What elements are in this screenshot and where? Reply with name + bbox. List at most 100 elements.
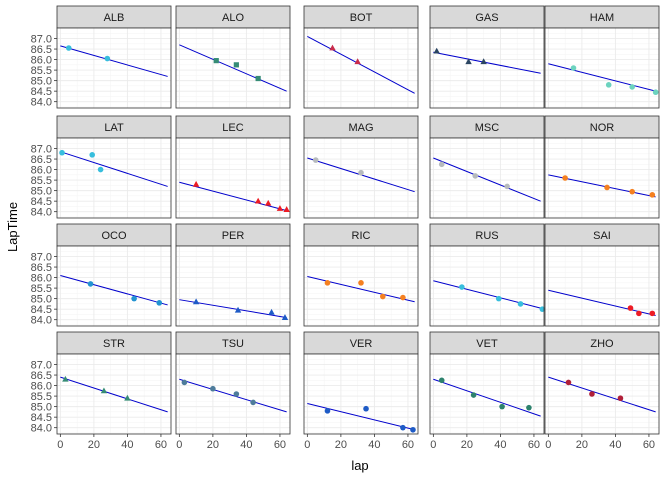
trend-line: [307, 402, 415, 431]
panel-background: [176, 354, 290, 434]
panel-border: [429, 353, 545, 435]
trend-line: [433, 157, 541, 202]
panel-border: [429, 137, 545, 219]
panel-background: [545, 28, 659, 108]
data-point: [265, 199, 272, 206]
panel-border: [544, 27, 660, 109]
data-point: [250, 399, 256, 406]
data-point: [604, 184, 610, 191]
facet-strip-label: VER: [350, 338, 373, 350]
data-point: [97, 166, 104, 173]
y-tick-label: 84.0: [31, 423, 52, 435]
facet-strip-label: ALB: [104, 12, 125, 24]
panel-background: [304, 28, 418, 108]
facet-strip-label: SAI: [593, 230, 611, 242]
data-point: [234, 306, 242, 313]
data-point: [495, 295, 502, 302]
data-point: [104, 55, 111, 62]
facet-panel-ver: VER 0 20 40 60: [303, 331, 419, 451]
x-tick-label: 0: [430, 439, 436, 451]
facet-panel-zho: ZHO 0 20 40 60: [544, 331, 660, 451]
x-tick-label: 60: [274, 439, 286, 451]
facet-panel-mag: MAG: [303, 115, 419, 219]
trend-line: [60, 274, 168, 306]
facet-panel-lec: LEC: [175, 115, 291, 219]
panel-border: [56, 27, 172, 109]
x-tick-label: 40: [494, 439, 506, 451]
data-point: [329, 44, 336, 51]
facet-strip-label: ZHO: [590, 338, 614, 350]
facet-panel-nor: NOR: [544, 115, 660, 219]
x-tick-label: 20: [461, 439, 473, 451]
trend-line: [60, 151, 168, 187]
y-tick-label: 86.5: [31, 370, 52, 382]
facet-panel-vet: VET 0 20 40 60: [429, 331, 545, 451]
facet-panel-sai: SAI: [544, 223, 660, 327]
y-tick-label: 85.0: [31, 76, 52, 88]
data-point: [480, 58, 487, 65]
data-point: [283, 206, 290, 212]
panel-background: [430, 28, 544, 108]
panel-background: [57, 354, 171, 434]
panel-background: [304, 354, 418, 434]
facet-strip-label: STR: [103, 338, 125, 350]
facet-panel-alb: ALB 84.084.585.085.586.086.587.0: [31, 5, 172, 109]
facet-strip-label: TSU: [222, 338, 244, 350]
facet-panel-ham: HAM: [544, 5, 660, 109]
data-point: [281, 314, 289, 320]
y-tick-label: 85.5: [31, 283, 52, 295]
facet-strip-label: HAM: [590, 12, 614, 24]
panel-border: [429, 245, 545, 327]
facet-panel-msc: MSC: [429, 115, 545, 219]
y-tick-label: 85.5: [31, 391, 52, 403]
data-point: [629, 188, 635, 195]
data-point: [268, 308, 275, 315]
data-point: [181, 379, 188, 386]
y-tick-label: 84.0: [31, 207, 52, 219]
data-point: [617, 395, 624, 402]
data-point: [465, 58, 472, 65]
data-point: [59, 149, 65, 156]
data-point: [65, 45, 72, 51]
panel-border: [175, 245, 291, 327]
data-point: [100, 387, 108, 394]
x-tick-label: 40: [240, 439, 252, 451]
y-tick-label: 85.0: [31, 186, 52, 198]
panel-border: [303, 137, 419, 219]
y-tick-label: 86.5: [31, 44, 52, 56]
panel-background: [176, 138, 290, 218]
trend-line: [433, 378, 541, 417]
y-tick-label: 87.0: [31, 360, 52, 372]
y-tick-label: 85.0: [31, 294, 52, 306]
data-point: [210, 385, 216, 392]
y-tick-label: 84.5: [31, 412, 52, 424]
x-tick-label: 60: [155, 439, 167, 451]
y-tick-label: 87.0: [31, 144, 52, 156]
facet-strip-label: LAT: [104, 122, 124, 134]
x-tick-label: 40: [609, 439, 621, 451]
data-point: [504, 183, 510, 190]
facet-panel-lat: LAT 84.084.585.085.586.086.587.0: [31, 115, 172, 219]
y-tick-label: 85.0: [31, 402, 52, 414]
data-point: [649, 192, 656, 198]
data-point: [499, 403, 505, 410]
data-point: [636, 310, 642, 317]
panel-background: [545, 354, 659, 434]
data-point: [192, 180, 200, 187]
data-point: [570, 65, 577, 71]
data-point: [124, 394, 131, 401]
trend-line: [433, 51, 541, 74]
data-point: [324, 408, 331, 414]
data-point: [627, 305, 634, 311]
data-point: [276, 205, 284, 211]
data-point: [562, 175, 568, 181]
x-tick-label: 40: [121, 439, 133, 451]
facet-strip-label: MAG: [348, 122, 373, 134]
facet-strip-label: RIC: [352, 230, 371, 242]
facet-strip-label: ALO: [222, 12, 244, 24]
data-point: [400, 424, 406, 431]
panel-background: [304, 138, 418, 218]
y-tick-label: 84.0: [31, 315, 52, 327]
x-tick-label: 40: [368, 439, 380, 451]
